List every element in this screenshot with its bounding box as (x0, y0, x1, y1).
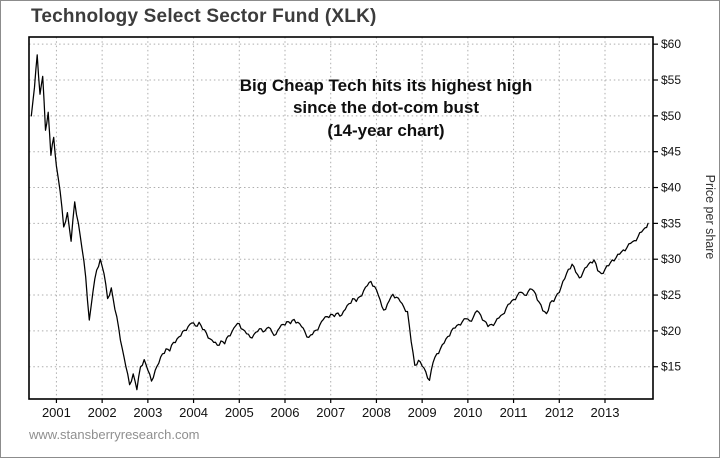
y-axis-title: Price per share (703, 175, 717, 260)
chart-annotation: Big Cheap Tech hits its highest high sin… (176, 75, 596, 142)
y-axis-tick-label: $45 (661, 145, 681, 159)
x-axis-tick-label: 2009 (408, 405, 437, 420)
y-axis-tick-label: $55 (661, 73, 681, 87)
x-axis-tick-label: 2005 (225, 405, 254, 420)
annotation-line-2: since the dot-com bust (292, 98, 480, 118)
x-axis-tick-label: 2003 (133, 405, 162, 420)
y-axis-tick-label: $35 (661, 216, 681, 230)
x-axis-tick-label: 2008 (362, 405, 391, 420)
x-axis-tick-label: 2001 (42, 405, 71, 420)
y-axis-tick-label: $60 (661, 37, 681, 51)
x-axis-tick-label: 2006 (271, 405, 300, 420)
x-axis-tick-label: 2002 (88, 405, 117, 420)
price-line-series (30, 54, 649, 391)
y-axis-tick-label: $50 (661, 109, 681, 123)
x-axis-tick-label: 2007 (316, 405, 345, 420)
x-axis-tick-label: 2004 (179, 405, 208, 420)
y-axis-tick-label: $20 (661, 324, 681, 338)
plot-frame (28, 36, 654, 400)
chart-title: Technology Select Sector Fund (XLK) (31, 6, 377, 27)
x-axis-tick-label: 2013 (591, 405, 620, 420)
annotation-line-3: (14-year chart) (327, 120, 445, 140)
x-axis-tick-label: 2012 (545, 405, 574, 420)
y-axis-tick-label: $15 (661, 360, 681, 374)
annotation-line-1: Big Cheap Tech hits its highest high (239, 76, 533, 95)
watermark-url: www.stansberryresearch.com (29, 427, 200, 442)
x-axis-tick-label: 2011 (500, 405, 528, 420)
y-axis-tick-label: $40 (661, 181, 681, 195)
y-axis-tick-label: $25 (661, 288, 681, 302)
y-axis-tick-label: $30 (661, 252, 681, 266)
x-axis-tick-label: 2010 (453, 405, 482, 420)
